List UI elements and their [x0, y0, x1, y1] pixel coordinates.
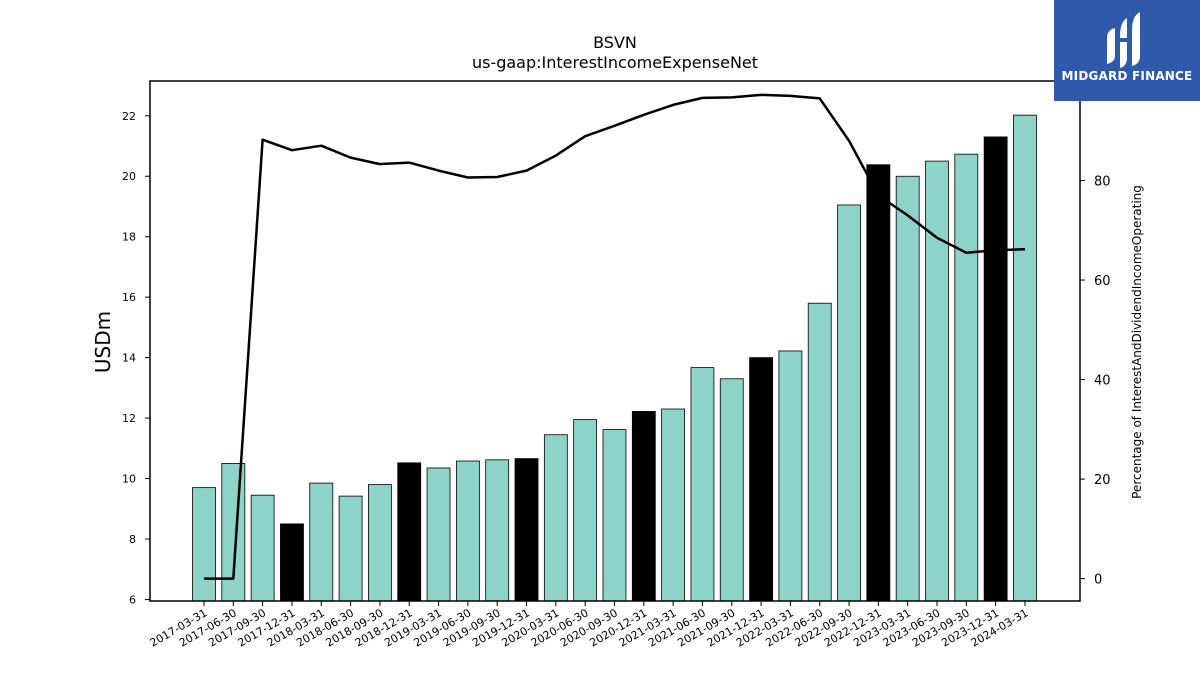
bar [749, 357, 773, 602]
midgard-logo-icon [1107, 12, 1140, 68]
y-tick-label: 16 [122, 291, 136, 304]
brand-name: MIDGARD FINANCE [1061, 69, 1193, 83]
bar [485, 459, 510, 602]
bar [280, 523, 304, 602]
bar [807, 302, 832, 602]
bar [866, 164, 891, 602]
bar [719, 378, 744, 602]
bar [631, 411, 656, 602]
bar [221, 463, 246, 602]
bar [309, 482, 334, 602]
bar [338, 495, 363, 602]
bar [455, 460, 480, 602]
bar [602, 429, 627, 602]
bars-group [192, 114, 1037, 602]
bar [368, 484, 392, 602]
plot-frame [149, 80, 1081, 602]
bar [573, 419, 598, 602]
bar [514, 458, 539, 602]
y2-axis-label: Percentage of InterestAndDividendIncomeO… [1130, 185, 1144, 499]
brand-logo: MIDGARD FINANCE [1054, 0, 1200, 101]
y-tick-label: 10 [122, 473, 136, 486]
y-axis-label: USDm [91, 311, 115, 373]
y-tick-label: 12 [122, 412, 136, 425]
bar [250, 494, 275, 602]
bar [192, 487, 216, 602]
x-axis: 2017-03-312017-06-302017-09-302017-12-31… [148, 601, 1030, 650]
left-axis: 6 8 10 12 14 16 18 20 22 [122, 110, 150, 606]
bar [1013, 114, 1037, 602]
bar [895, 175, 920, 602]
chart-subtitle: us-gaap:InterestIncomeExpenseNet [472, 53, 758, 72]
y-tick-label: 14 [122, 352, 136, 365]
bar [543, 434, 568, 602]
line-group [204, 93, 1026, 580]
bar [837, 204, 861, 602]
y-tick-label: 22 [122, 110, 136, 123]
bar [925, 160, 949, 602]
bar [661, 408, 686, 602]
bar [954, 153, 979, 602]
y-tick-label: 8 [129, 533, 136, 546]
y-tick-label: 18 [122, 231, 136, 244]
bar [690, 367, 715, 602]
chart-title: BSVN [593, 33, 637, 52]
y-tick-label: 20 [122, 170, 136, 183]
y2-tick-label: 0 [1094, 573, 1102, 588]
y2-tick-label: 60 [1094, 274, 1111, 289]
bar [426, 467, 451, 602]
series-line [204, 93, 1026, 580]
y2-tick-label: 40 [1094, 374, 1111, 389]
y-tick-label: 6 [129, 593, 136, 606]
y2-tick-label: 20 [1094, 473, 1111, 488]
right-axis: 0 20 40 60 80 [1080, 175, 1111, 588]
bar [397, 462, 422, 602]
bar [983, 136, 1008, 602]
bar [778, 350, 803, 602]
y2-tick-label: 80 [1094, 175, 1111, 190]
